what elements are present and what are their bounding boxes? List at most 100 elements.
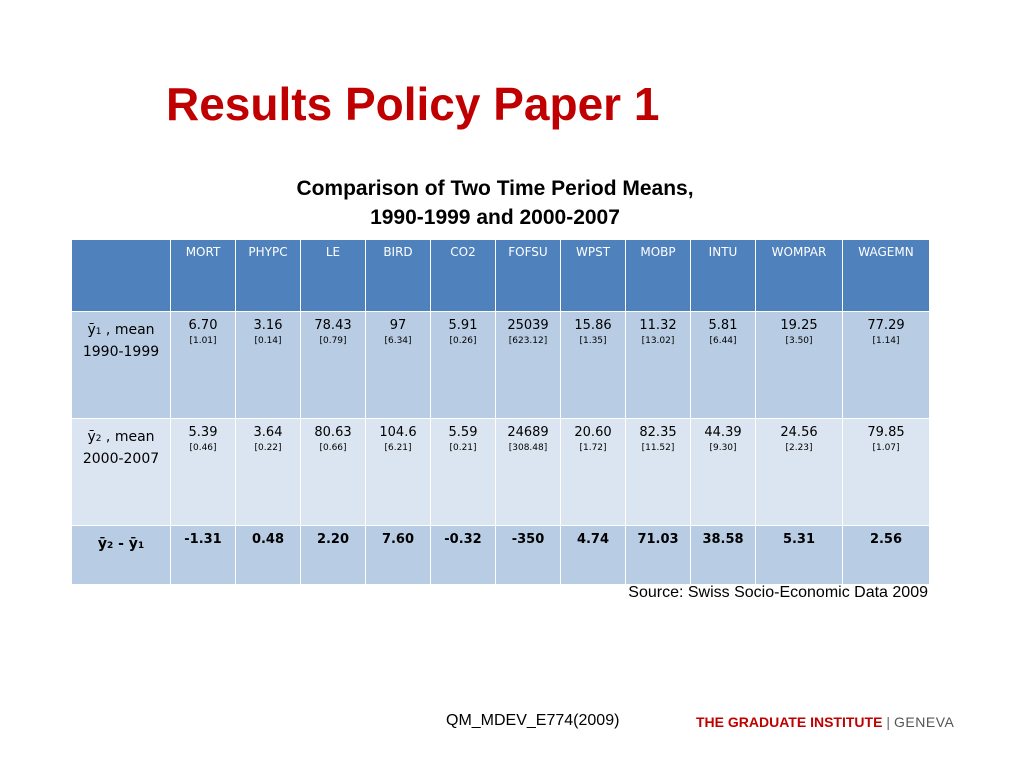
table-row-mean-1990-1999: ȳ1 , mean 1990-1999 6.70 [1.01] 3.16 [0.14… xyxy=(71,311,930,419)
column-header: BIRD xyxy=(365,239,431,312)
column-header: INTU xyxy=(690,239,756,312)
table-cell: 2.56 xyxy=(842,525,930,585)
difference-value: 2.56 xyxy=(869,532,903,547)
difference-value: -350 xyxy=(511,532,545,547)
subscript: 1 xyxy=(137,541,145,551)
table-cell: 6.70 [1.01] xyxy=(170,311,236,419)
standard-error: [13.02] xyxy=(641,336,675,346)
column-header: WAGEMN xyxy=(842,239,930,312)
standard-error: [0.46] xyxy=(189,443,217,453)
row-label: ȳ2 - ȳ1 xyxy=(71,525,171,585)
standard-error: [0.79] xyxy=(319,336,347,346)
mean-value: 19.25 xyxy=(780,318,818,333)
mean-value: 15.86 xyxy=(574,318,612,333)
standard-error: [3.50] xyxy=(785,336,813,346)
row-label-period: 2000-2007 xyxy=(82,451,160,467)
y-bar-symbol: ȳ xyxy=(87,322,96,338)
table-cell: -0.32 xyxy=(430,525,496,585)
standard-error: [11.52] xyxy=(641,443,675,453)
difference-value: -0.32 xyxy=(444,532,482,547)
mean-value: 3.64 xyxy=(253,425,283,440)
table-cell: -350 xyxy=(495,525,561,585)
table-cell: 5.91 [0.26] xyxy=(430,311,496,419)
standard-error: [6.34] xyxy=(384,336,412,346)
source-note: Source: Swiss Socio-Economic Data 2009 xyxy=(628,584,928,601)
mean-value: 78.43 xyxy=(314,318,352,333)
table-cell: -1.31 xyxy=(170,525,236,585)
standard-error: [9.30] xyxy=(709,443,737,453)
table-cell: 104.6 [6.21] xyxy=(365,418,431,526)
y-bar-symbol: ȳ xyxy=(97,536,107,552)
institute-city: GENEVA xyxy=(894,714,955,730)
mean-value: 11.32 xyxy=(639,318,677,333)
table-cell: 15.86 [1.35] xyxy=(560,311,626,419)
row-label-text: , mean xyxy=(101,429,155,445)
standard-error: [0.66] xyxy=(319,443,347,453)
difference-value: 0.48 xyxy=(251,532,285,547)
mean-value: 24.56 xyxy=(780,425,818,440)
table-row-mean-2000-2007: ȳ2 , mean 2000-2007 5.39 [0.46] 3.64 [0.22… xyxy=(71,418,930,526)
table-cell: 82.35 [11.52] xyxy=(625,418,691,526)
slide-title: Results Policy Paper 1 xyxy=(166,78,660,130)
difference-value: 71.03 xyxy=(637,532,679,547)
column-header: CO2 xyxy=(430,239,496,312)
table-cell: 5.39 [0.46] xyxy=(170,418,236,526)
standard-error: [308.48] xyxy=(508,443,548,453)
standard-error: [6.44] xyxy=(709,336,737,346)
institute-name: THE GRADUATE INSTITUTE xyxy=(696,714,883,730)
subscript: 1 xyxy=(95,327,102,337)
standard-error: [1.01] xyxy=(189,336,217,346)
table-cell: 24689 [308.48] xyxy=(495,418,561,526)
table-cell: 20.60 [1.72] xyxy=(560,418,626,526)
table-cell: 38.58 xyxy=(690,525,756,585)
difference-value: -1.31 xyxy=(184,532,222,547)
mean-value: 5.91 xyxy=(448,318,478,333)
table-row-difference: ȳ2 - ȳ1 -1.31 0.48 2.20 7.60 -0.32 -350 … xyxy=(71,525,930,585)
difference-value: 2.20 xyxy=(316,532,350,547)
minus-sign: - xyxy=(113,536,129,552)
table-cell: 24.56 [2.23] xyxy=(755,418,843,526)
standard-error: [0.14] xyxy=(254,336,282,346)
table-cell: 5.31 xyxy=(755,525,843,585)
column-header: WPST xyxy=(560,239,626,312)
table-cell: 11.32 [13.02] xyxy=(625,311,691,419)
institute-logo: THE GRADUATE INSTITUTE | GENEVA xyxy=(696,714,954,730)
mean-value: 5.81 xyxy=(708,318,738,333)
table-caption: Comparison of Two Time Period Means, 199… xyxy=(190,174,800,232)
table-cell: 79.85 [1.07] xyxy=(842,418,930,526)
standard-error: [6.21] xyxy=(384,443,412,453)
mean-value: 20.60 xyxy=(574,425,612,440)
standard-error: [1.07] xyxy=(872,443,900,453)
standard-error: [2.23] xyxy=(785,443,813,453)
mean-value: 82.35 xyxy=(639,425,677,440)
column-header: FOFSU xyxy=(495,239,561,312)
table-caption-line-2: 1990-1999 and 2000-2007 xyxy=(370,206,620,229)
row-label: ȳ2 , mean 2000-2007 xyxy=(71,418,171,526)
table-cell: 3.16 [0.14] xyxy=(235,311,301,419)
results-table: MORT PHYPC LE BIRD CO2 FOFSU WPST MOBP I… xyxy=(71,239,930,585)
table-cell: 4.74 xyxy=(560,525,626,585)
course-code: QM_MDEV_E774(2009) xyxy=(446,712,620,729)
mean-value: 5.39 xyxy=(188,425,218,440)
mean-value: 6.70 xyxy=(188,318,218,333)
subscript: 2 xyxy=(106,541,114,551)
column-header: WOMPAR xyxy=(755,239,843,312)
mean-value: 77.29 xyxy=(867,318,905,333)
row-label-period: 1990-1999 xyxy=(82,344,160,360)
mean-value: 3.16 xyxy=(253,318,283,333)
logo-separator: | xyxy=(886,714,891,730)
table-cell: 19.25 [3.50] xyxy=(755,311,843,419)
table-cell: 77.29 [1.14] xyxy=(842,311,930,419)
standard-error: [1.14] xyxy=(872,336,900,346)
table-cell: 7.60 xyxy=(365,525,431,585)
table-cell: 5.81 [6.44] xyxy=(690,311,756,419)
table-cell: 80.63 [0.66] xyxy=(300,418,366,526)
standard-error: [1.72] xyxy=(579,443,607,453)
mean-value: 24689 xyxy=(507,425,549,440)
column-header: LE xyxy=(300,239,366,312)
table-cell: 0.48 xyxy=(235,525,301,585)
difference-value: 4.74 xyxy=(576,532,610,547)
subscript: 2 xyxy=(95,434,102,444)
header-corner-cell xyxy=(71,239,171,312)
table-cell: 2.20 xyxy=(300,525,366,585)
